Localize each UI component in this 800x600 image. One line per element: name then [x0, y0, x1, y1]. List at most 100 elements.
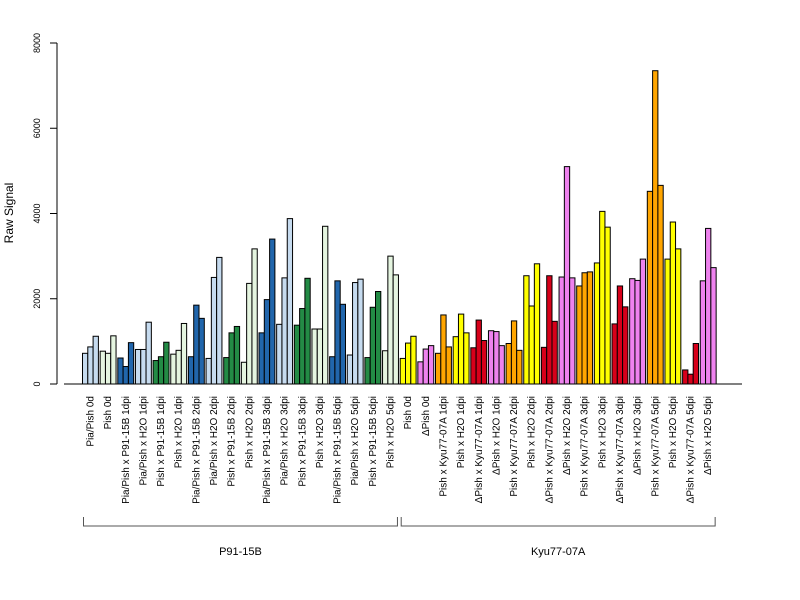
bar [251, 248, 258, 385]
bar [611, 323, 618, 385]
x-tick-label: Pia/Pish x H2O 2dpi [209, 396, 220, 486]
group-bracket [83, 517, 398, 527]
bar [457, 313, 465, 385]
x-tick-label: ΔPish x H2O 5dpi [703, 396, 714, 475]
bar [104, 352, 112, 385]
bar [110, 335, 117, 385]
bar [646, 190, 654, 385]
bar [311, 328, 318, 385]
bar [87, 346, 94, 385]
bar [487, 330, 495, 385]
x-tick-label: ΔPish x H2O 2dpi [562, 396, 573, 475]
bar [228, 332, 235, 385]
y-tick-label: 8000 [32, 33, 42, 53]
bar [339, 303, 347, 385]
bar [399, 357, 407, 385]
y-axis: 0 2000 4000 6000 8000 [32, 33, 58, 387]
bar [616, 285, 624, 385]
bar [710, 267, 717, 385]
bar [392, 274, 399, 385]
bar [127, 342, 135, 385]
x-tick-label: Pish x Kyu77-07A 3dpi [580, 396, 591, 497]
bar [440, 314, 447, 385]
x-tick-label: Pia/Pish x P91-15B 2dpi [191, 396, 202, 504]
bar [369, 306, 377, 385]
x-tick-label: ΔPish x H2O 3dpi [633, 396, 644, 475]
x-tick-label: ΔPish x Kyu77-07A 3dpi [615, 396, 626, 503]
bar [452, 336, 459, 385]
bar [417, 361, 424, 385]
group-bracket [400, 517, 716, 527]
bar [405, 342, 412, 385]
bar [569, 277, 576, 385]
x-tick-label: Pish x Kyu77-07A 1dpi [438, 396, 449, 497]
y-tick-label: 4000 [32, 203, 42, 223]
bar [216, 256, 223, 385]
bar [599, 210, 606, 385]
bar [299, 308, 306, 385]
bar [316, 328, 324, 385]
bar [427, 345, 435, 385]
x-tick-label: Pish 0d [103, 396, 114, 429]
x-tick-label: Pia/Pish x P91-15B 1dpi [121, 396, 132, 504]
bar [516, 349, 523, 385]
y-axis-title: Raw Signal [2, 183, 16, 244]
bar [528, 305, 535, 385]
bar [699, 280, 707, 385]
x-tick-label: Pish x P91-15B 2dpi [227, 396, 238, 487]
bar [346, 354, 354, 385]
bar [92, 335, 99, 385]
group-label: Kyu77-07A [531, 546, 586, 558]
bar [205, 357, 212, 385]
x-tick-label: ΔPish x Kyu77-07A 1dpi [474, 396, 485, 503]
bar [546, 275, 553, 385]
bar [152, 360, 159, 385]
bar [558, 276, 565, 385]
bar [470, 347, 477, 385]
bar [445, 346, 452, 385]
bar [410, 335, 417, 385]
bar [387, 255, 394, 385]
bar [593, 262, 601, 385]
bar [286, 218, 294, 385]
bar [170, 353, 177, 385]
bar [276, 323, 283, 385]
bar [523, 275, 530, 385]
x-tick-label: Pia/Pish x H2O 1dpi [138, 396, 149, 486]
bar [334, 280, 341, 385]
bar [510, 320, 518, 385]
bar [157, 356, 165, 385]
bar [210, 276, 218, 385]
bar [586, 271, 594, 385]
bar [193, 304, 200, 385]
bar [435, 352, 442, 385]
bar [187, 356, 195, 385]
x-tick-label: Pish x H2O 1dpi [456, 396, 467, 468]
bar [664, 258, 671, 385]
bar [175, 349, 182, 385]
bar [281, 277, 288, 385]
x-tick-label: Pia/Pish x P91-15B 3dpi [262, 396, 273, 504]
bar [233, 325, 241, 385]
x-tick-label: Pish x H2O 5dpi [386, 396, 397, 468]
x-tick-label: Pish x P91-15B 1dpi [156, 396, 167, 487]
x-tick-label: Pish 0d [403, 396, 414, 429]
x-tick-label: Pish x H2O 2dpi [527, 396, 538, 468]
x-tick-label: Pish x P91-15B 5dpi [368, 396, 379, 487]
x-tick-label: Pish x H2O 1dpi [174, 396, 185, 468]
bar [498, 345, 505, 385]
bar [357, 278, 364, 385]
bar [657, 184, 664, 385]
bar [117, 357, 124, 385]
bar [382, 350, 389, 385]
bar [505, 343, 512, 385]
bar [493, 331, 500, 385]
x-tick-label: ΔPish 0d [421, 396, 432, 436]
bar [576, 285, 583, 385]
bars [82, 70, 717, 385]
x-tick-label: Pia/Pish x H2O 3dpi [280, 396, 291, 486]
x-tick-label: Pish x H2O 5dpi [668, 396, 679, 468]
bar [540, 346, 548, 385]
bar [269, 238, 276, 385]
y-tick-label: 2000 [32, 289, 42, 309]
